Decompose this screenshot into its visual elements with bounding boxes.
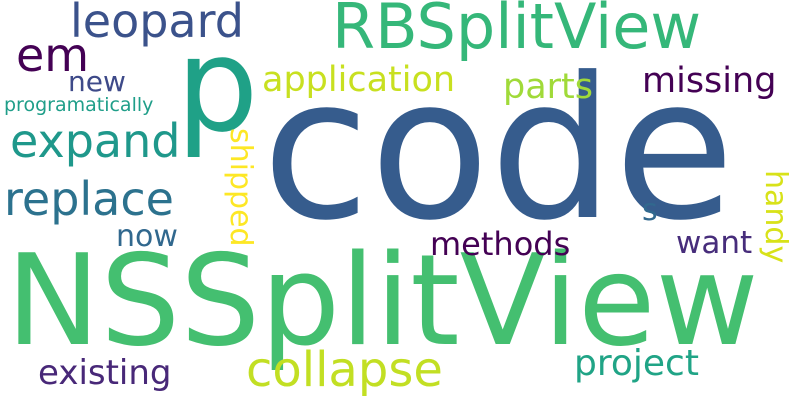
word-project: project — [574, 346, 699, 382]
word-existing: existing — [38, 356, 172, 390]
word-want: want — [676, 228, 752, 259]
word-collapse: collapse — [246, 346, 443, 394]
word-rbsplitview: RBSplitView — [332, 0, 701, 58]
word-now: now — [116, 222, 178, 252]
word-methods: methods — [430, 228, 570, 260]
word-replace: replace — [4, 176, 174, 222]
word-application: application — [262, 63, 455, 98]
word-expand: expand — [10, 118, 180, 164]
word-s: s — [642, 196, 658, 226]
word-missing: missing — [642, 64, 776, 99]
word-handy: handy — [760, 170, 790, 263]
word-leopard: leopard — [70, 0, 244, 44]
word-parts: parts — [503, 70, 593, 105]
word-new: new — [68, 68, 126, 96]
word-shipped: shipped — [225, 128, 255, 247]
word-programatically: programatically — [4, 96, 153, 115]
